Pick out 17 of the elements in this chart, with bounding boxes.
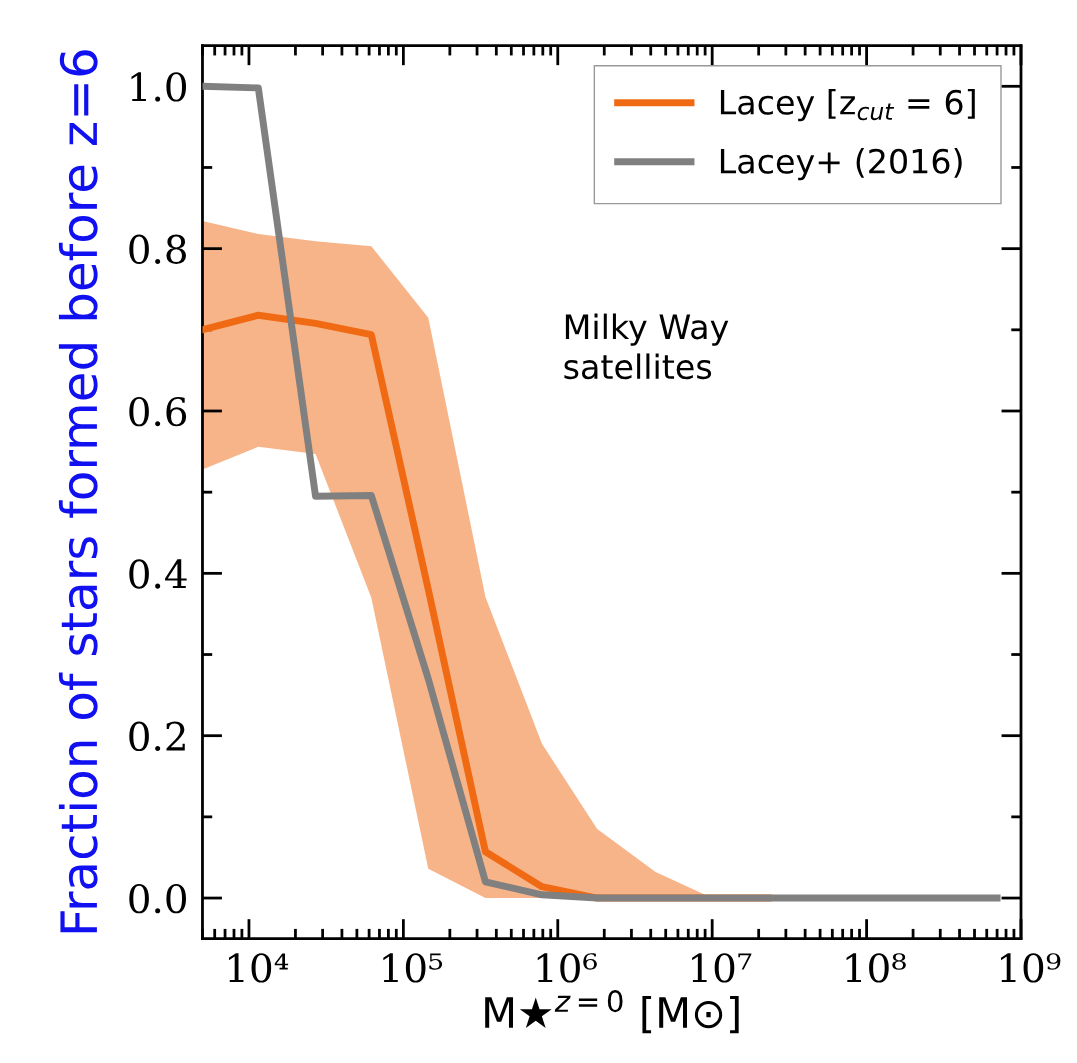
annotation: Milky Way satellites <box>564 313 729 380</box>
y-tick-label: 0.8 <box>129 234 186 264</box>
x-tick-label: 10⁷ <box>692 953 752 983</box>
y-tick-label: 0.2 <box>129 721 185 752</box>
y-tick-label: 0.0 <box>129 883 187 914</box>
x-tick-label: 10⁵ <box>383 953 443 983</box>
x-tick-label: 10⁸ <box>846 953 906 983</box>
x-tick-label: 10⁴ <box>228 953 289 983</box>
y-axis-title: Fraction of stars formed before z=6 <box>58 50 98 933</box>
legend-label: Lacey+ (2016) <box>720 148 962 181</box>
x-tick-label: 10⁶ <box>537 953 597 983</box>
y-tick-label: 1.0 <box>131 72 187 102</box>
y-tick-label: 0.6 <box>129 396 187 427</box>
x-axis-title: M★$^{z=0}$ [M⊙] <box>485 990 739 1034</box>
x-tick-label: 10⁹ <box>1001 953 1061 983</box>
y-tick-label: 0.4 <box>129 559 187 589</box>
legend-label: Lacey [z$_{cut}$ = 6] <box>720 89 975 122</box>
